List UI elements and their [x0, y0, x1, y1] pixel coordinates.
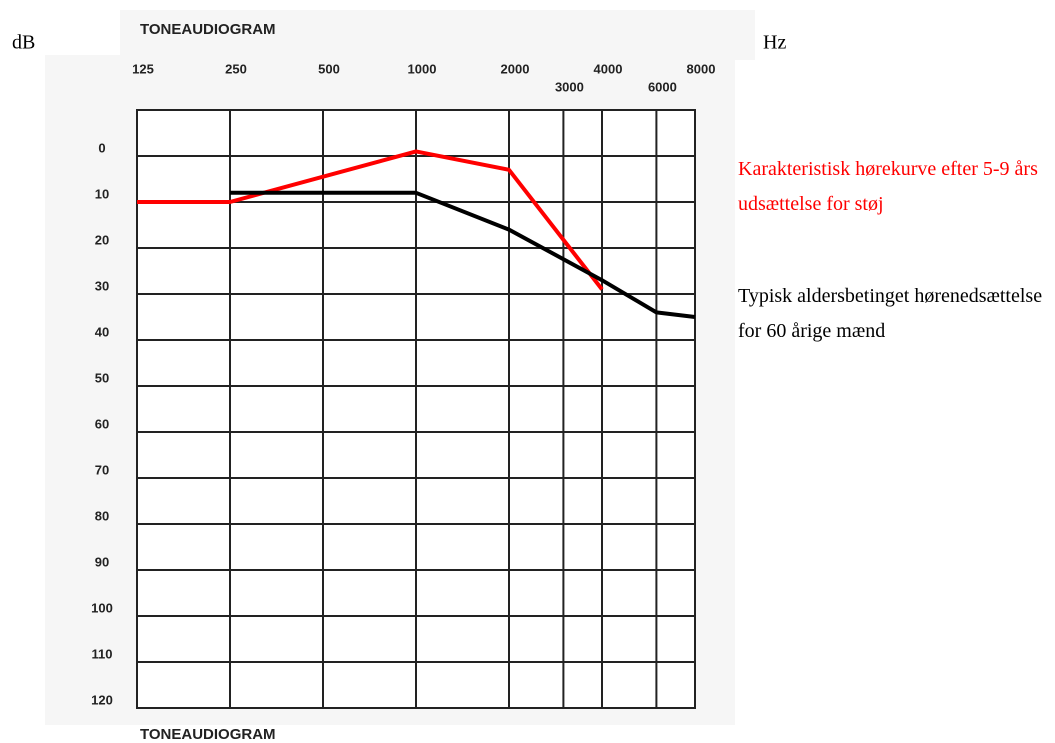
series-line: [230, 190, 696, 319]
y-tick-label: 50: [95, 370, 109, 385]
y-tick-label: 80: [95, 508, 109, 523]
y-tick-label: 30: [95, 278, 109, 293]
y-axis-label: dB: [12, 32, 35, 54]
y-tick-label: 0: [98, 140, 105, 155]
y-tick-label: 110: [92, 646, 113, 661]
x-tick-label: 3000: [555, 79, 584, 94]
y-tick-label: 20: [95, 232, 109, 247]
x-tick-label: 6000: [648, 79, 677, 94]
x-tick-label: 8000: [687, 61, 716, 76]
x-tick-label: 500: [318, 61, 340, 76]
title-band: [120, 10, 755, 60]
x-tick-label: 4000: [594, 61, 623, 76]
chart-caption: TONEAUDIOGRAM: [140, 726, 276, 743]
x-axis-label: Hz: [763, 32, 786, 54]
legend-entry: Karakteristisk hørekurve efter 5-9 års u…: [738, 158, 1038, 215]
chart-title: TONEAUDIOGRAM: [140, 21, 276, 38]
x-tick-label: 250: [225, 61, 247, 76]
y-tick-label: 60: [95, 416, 109, 431]
x-tick-label: 125: [132, 61, 154, 76]
legend-entry: Typisk aldersbetinget hørenedsættelse fo…: [738, 285, 1043, 342]
x-tick-label: 2000: [501, 61, 530, 76]
y-tick-label: 10: [95, 186, 109, 201]
series-line: [137, 149, 604, 291]
y-tick-label: 100: [91, 600, 113, 615]
y-tick-label: 70: [95, 462, 109, 477]
y-tick-label: 90: [95, 554, 109, 569]
x-tick-label: 1000: [408, 61, 437, 76]
y-tick-label: 40: [95, 324, 109, 339]
y-tick-label: 120: [91, 692, 113, 707]
